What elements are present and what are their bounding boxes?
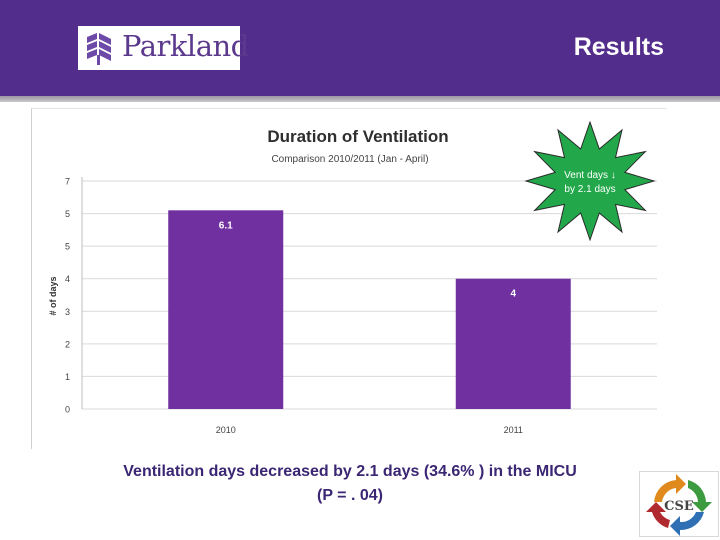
cse-logo: CSE — [639, 471, 719, 537]
caption-line-1: Ventilation days decreased by 2.1 days (… — [123, 463, 577, 480]
header-divider — [0, 96, 720, 102]
bar-value-label: 6.1 — [219, 220, 233, 231]
bar — [455, 278, 571, 409]
cse-logo-icon: CSE — [646, 474, 712, 536]
logo-text: Parkland — [122, 29, 249, 63]
bar-chart: 6.1 4 0 1 2 3 4 5 5 7 2010 2011 Duration of Ventil… — [48, 120, 657, 435]
y-tick-label: 2 — [65, 339, 70, 349]
results-caption: Ventilation days decreased by 2.1 days (… — [60, 460, 640, 508]
x-tick-label: 2010 — [216, 425, 236, 435]
parkland-leaf-icon — [87, 33, 111, 65]
header-bar: Parkland Results — [0, 0, 720, 96]
y-tick-label: 5 — [65, 242, 70, 252]
bar-value-label: 4 — [510, 289, 516, 300]
y-tick-label: 0 — [65, 405, 70, 415]
starburst-shape — [524, 120, 656, 242]
cse-logo-text: CSE — [664, 499, 694, 514]
parkland-logo: Parkland — [78, 26, 249, 70]
annotation-line-1: Vent days ↓ — [564, 170, 616, 181]
bar — [168, 210, 284, 409]
annotation-starburst: Vent days ↓ by 2.1 days — [524, 120, 656, 242]
y-tick-label: 5 — [65, 209, 70, 219]
y-tick-label: 1 — [65, 372, 70, 382]
chart-title: Duration of Ventilation — [267, 127, 448, 146]
x-tick-label: 2011 — [504, 425, 523, 435]
y-tick-label: 7 — [65, 177, 70, 187]
caption-line-2: (P = . 04) — [317, 487, 383, 504]
page-title: Results — [573, 33, 664, 61]
chart-frame: 6.1 4 0 1 2 3 4 5 5 7 2010 2011 Duration of Ventil… — [31, 108, 667, 449]
chart-subtitle: Comparison 2010/2011 (Jan - April) — [271, 154, 428, 165]
annotation-line-2: by 2.1 days — [564, 184, 615, 195]
y-axis-label: # of days — [48, 276, 58, 315]
y-tick-label: 4 — [65, 274, 70, 284]
y-tick-label: 3 — [65, 307, 70, 317]
